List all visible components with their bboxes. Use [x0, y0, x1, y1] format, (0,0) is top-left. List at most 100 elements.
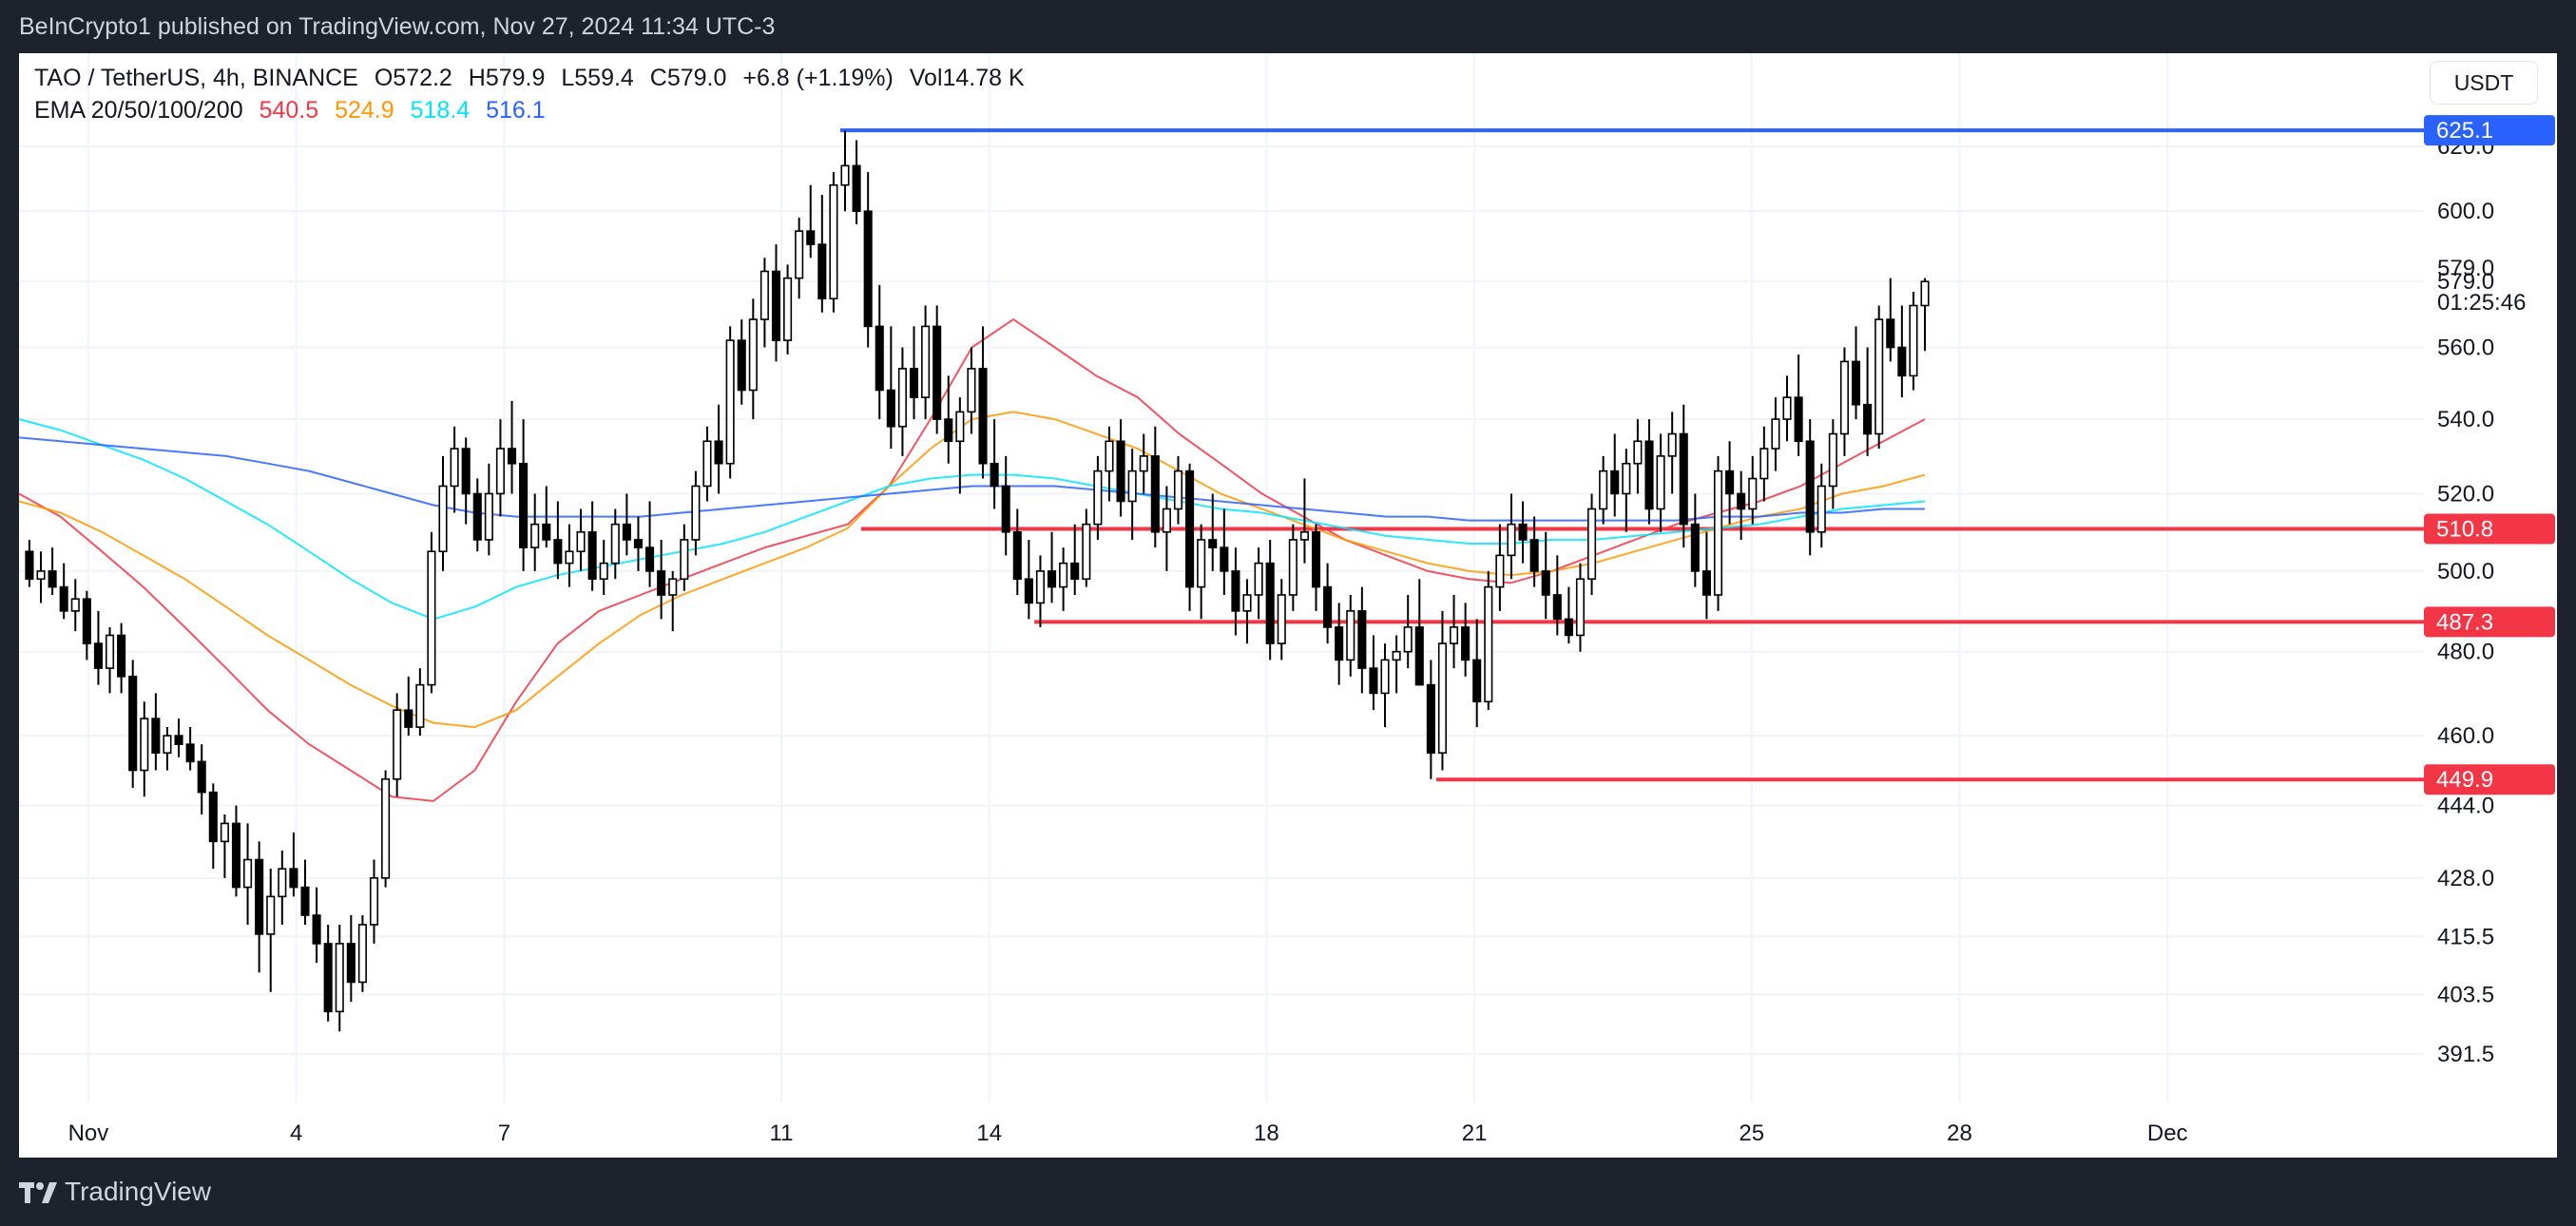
y-tick-label: 500.0	[2437, 559, 2494, 584]
candle	[1311, 524, 1321, 611]
candle-body-up	[840, 164, 850, 186]
symbol-legend: TAO / TetherUS, 4h, BINANCE O572.2 H579.…	[34, 65, 1034, 92]
currency-button[interactable]: USDT	[2430, 61, 2538, 105]
candle	[668, 570, 678, 632]
candle-body-up	[393, 709, 402, 780]
horizontal-levels	[839, 128, 2424, 782]
candle-body-up	[278, 868, 287, 898]
level-tag-label: 487.3	[2436, 609, 2493, 635]
candle-body-up	[70, 598, 80, 612]
candle	[1920, 278, 1930, 352]
candle-body-up	[1139, 455, 1148, 472]
candle	[1059, 547, 1068, 611]
candle-body-up	[1437, 642, 1447, 755]
candle	[1116, 419, 1125, 517]
candle-body-up	[967, 368, 976, 413]
candle-body-down	[645, 546, 655, 572]
candle-body-up	[1059, 562, 1068, 588]
candle	[220, 814, 229, 878]
candle	[415, 668, 425, 737]
candle-body-down	[82, 598, 91, 644]
x-tick-label: 14	[976, 1121, 1002, 1146]
candle	[1082, 508, 1091, 587]
candle	[1323, 563, 1333, 644]
candle	[208, 783, 218, 870]
candle	[1093, 455, 1103, 540]
candle-body-down	[1012, 530, 1022, 581]
candle	[1495, 524, 1505, 611]
candle	[185, 727, 195, 771]
candle	[1817, 463, 1826, 548]
candle	[622, 493, 631, 556]
ema-legend[interactable]: EMA 20/50/100/200 540.5 524.9 518.4 516.…	[34, 97, 555, 125]
ema200-value: 516.1	[486, 97, 546, 124]
candle	[174, 718, 183, 757]
candle	[1737, 470, 1746, 540]
ohlc-high: H579.9	[468, 65, 546, 91]
candle	[748, 298, 758, 420]
candle	[472, 478, 482, 552]
candle-body-up	[1277, 594, 1286, 644]
candle	[852, 140, 861, 225]
candle	[1369, 635, 1378, 711]
candle-body-up	[1484, 585, 1493, 703]
candle	[955, 397, 965, 494]
candle-body-down	[886, 389, 895, 428]
candle-body-down	[587, 530, 597, 581]
candle	[783, 264, 793, 354]
candle-body-up	[610, 523, 620, 565]
candle-body-up	[163, 735, 172, 755]
candle-body-up	[1599, 469, 1608, 510]
candle-body-up	[1173, 469, 1183, 510]
candle-body-up	[1909, 304, 1918, 377]
candle	[255, 841, 264, 973]
candle-body-up	[1162, 508, 1171, 533]
bottom-bar: TradingView	[0, 1158, 2576, 1226]
candle-body-up	[140, 718, 149, 772]
candle	[1909, 292, 1918, 391]
candle	[1335, 603, 1344, 685]
candle-body-down	[1610, 469, 1620, 495]
candle-body-up	[1449, 626, 1459, 644]
x-tick-label: 21	[1462, 1121, 1488, 1146]
price-chart[interactable]: 620.0600.0579.0560.0540.0520.0500.0480.0…	[0, 0, 2576, 1158]
candle-body-up	[680, 539, 689, 581]
candle	[1713, 455, 1723, 611]
candle-body-down	[1518, 523, 1528, 541]
candle	[289, 832, 298, 897]
candle	[1644, 419, 1654, 525]
candle-body-up	[1587, 508, 1597, 581]
candle	[702, 426, 712, 502]
candle	[82, 590, 91, 661]
candle-body-up	[243, 858, 253, 889]
candle-body-up	[495, 448, 505, 495]
candle	[1748, 455, 1758, 525]
candle-body-up	[1288, 539, 1298, 596]
candle	[36, 551, 46, 603]
tradingview-logo-icon[interactable]	[19, 1178, 57, 1207]
candle-body-up	[1254, 562, 1263, 596]
candle-body-down	[1690, 523, 1700, 572]
price-change: +6.8 (+1.19%)	[742, 65, 894, 91]
candle-body-down	[1805, 440, 1815, 533]
y-tick-label: 391.5	[2437, 1042, 2494, 1067]
y-tick-label: 540.0	[2437, 407, 2494, 432]
chart-panel[interactable]	[19, 53, 2557, 1158]
candle-body-up	[450, 448, 459, 488]
candle-body-up	[576, 530, 586, 553]
candle	[25, 539, 34, 587]
tradingview-brand[interactable]: TradingView	[65, 1177, 212, 1206]
last-price-label: 579.0	[2437, 256, 2494, 281]
candle-body-down	[346, 943, 356, 984]
candle-body-down	[771, 270, 781, 341]
candle-body-down	[312, 914, 321, 945]
candle	[1449, 594, 1459, 669]
candle	[519, 419, 529, 571]
candle-body-up	[1392, 650, 1401, 661]
candle	[427, 531, 436, 694]
candle	[1047, 531, 1057, 603]
candle	[1794, 354, 1803, 456]
candle	[1346, 594, 1355, 677]
candle	[1208, 493, 1218, 571]
